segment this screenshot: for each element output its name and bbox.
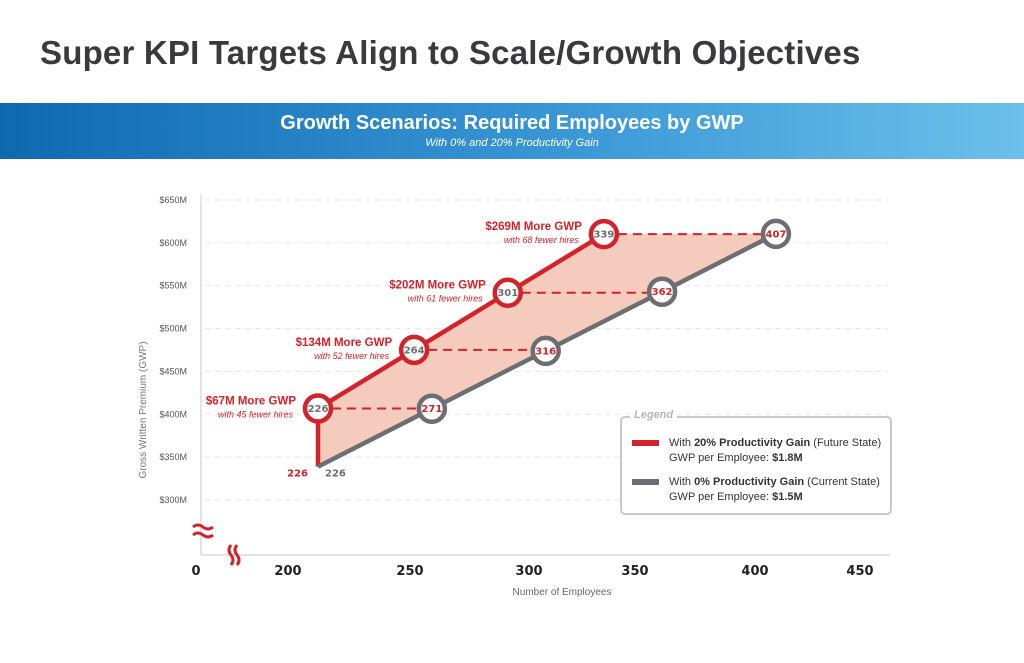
legend-title: Legend [630,409,678,421]
legend-item-current: With 0% Productivity Gain (Current State… [632,475,880,505]
y-axis-break-icon [192,523,214,539]
legend-text-bold: 0% Productivity Gain [694,476,805,488]
data-point-label: 339 [593,230,614,241]
start-label-red: 226 [287,469,308,480]
x-tick-label: 300 [515,564,542,579]
legend-swatch-gray [632,479,659,486]
legend-swatch-red [632,440,659,447]
legend-text: (Future State) [810,437,882,449]
annotation-detail: with 45 fewer hires [218,409,294,419]
annotation-headline: $67M More GWP [206,395,296,407]
page-title: Super KPI Targets Align to Scale/Growth … [40,34,861,71]
data-point-label: 362 [652,287,673,298]
y-tick-label: $350M [159,452,187,462]
y-tick-label: $400M [159,409,187,419]
legend-text: With [669,437,695,449]
x-tick-label: 450 [846,564,873,579]
data-point-label: 301 [497,288,518,299]
data-point-marker [416,393,448,424]
legend-text: GWP per Employee: [669,452,773,464]
annotation-headline: $134M More GWP [296,337,393,349]
x-tick-label: 200 [274,564,301,579]
chart-banner: Growth Scenarios: Required Employees by … [0,103,1024,159]
x-tick-label: 250 [396,564,423,579]
legend-text: (Current State) [804,476,880,488]
y-tick-label: $600M [159,238,187,248]
data-point-label: 271 [421,404,442,415]
annotation-detail: with 61 fewer hires [408,294,484,304]
data-point-marker [588,218,620,250]
data-point-marker [760,218,792,250]
data-point-label: 226 [308,404,329,415]
annotation-headline: $202M More GWP [389,280,486,292]
legend-text: With [669,476,695,488]
y-tick-label: $650M [159,195,187,205]
x-tick-label: 0 [191,564,200,579]
y-tick-label: $500M [159,324,187,334]
legend-value: $1.8M [772,452,803,464]
y-tick-label: $300M [159,495,187,505]
legend-text-bold: 20% Productivity Gain [694,437,811,449]
legend-value: $1.5M [772,491,803,503]
annotation-headline: $269M More GWP [485,221,582,233]
annotation-detail: with 52 fewer hires [314,351,390,361]
data-point-marker [646,276,678,307]
data-point-marker [492,277,523,308]
chart-title: Growth Scenarios: Required Employees by … [280,112,744,134]
y-tick-label: $550M [159,281,187,291]
data-point-marker [530,335,561,367]
chart-subtitle: With 0% and 20% Productivity Gain [425,137,599,149]
y-tick-label: $450M [159,366,187,376]
legend: Legend With 20% Productivity Gain (Futur… [620,409,892,515]
start-label-gray: 226 [325,469,346,480]
data-point-label: 264 [404,345,425,356]
data-point-marker [302,393,334,424]
annotation-detail: with 68 fewer hires [504,235,580,245]
x-tick-label: 400 [741,564,768,579]
x-tick-label: 350 [621,564,648,579]
legend-item-future: With 20% Productivity Gain (Future State… [632,436,881,466]
legend-text: GWP per Employee: [669,491,773,503]
y-axis-label: Gross Written Premium (GWP) [138,341,149,478]
x-axis-label: Number of Employees [513,587,612,598]
data-point-label: 407 [765,229,786,240]
data-point-marker [398,334,430,366]
data-point-label: 316 [535,346,556,357]
x-axis-break-icon [227,544,241,566]
